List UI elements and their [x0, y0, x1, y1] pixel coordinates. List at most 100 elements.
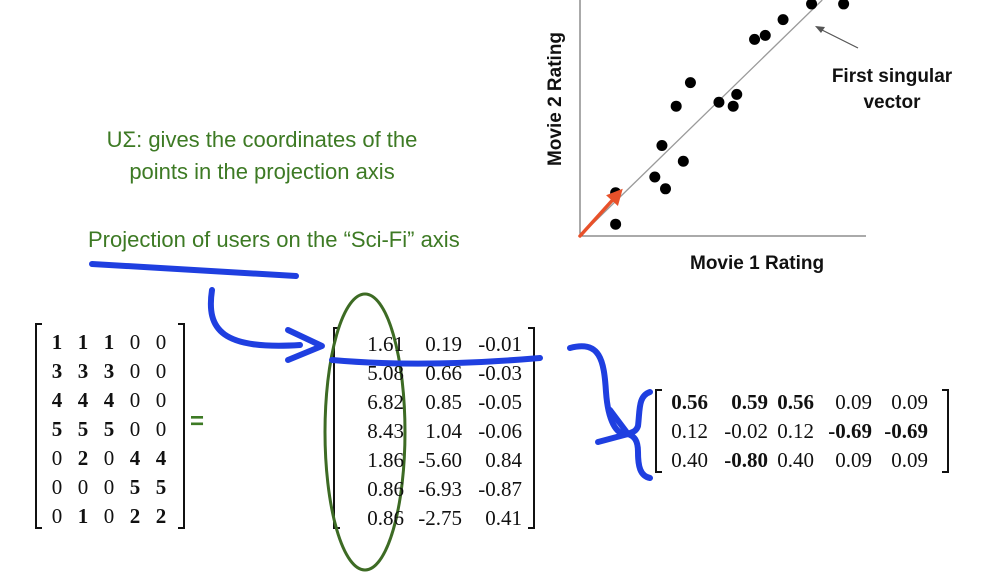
matrix-vt: 0.56 0.59 0.56 0.09 0.09 0.12 -0.02 0.12 -0.69 -0… — [664, 388, 928, 475]
matrix-cell: 5 — [103, 417, 115, 441]
matrix-cell: 0 — [51, 504, 63, 528]
matrix-cell: 3 — [103, 359, 115, 383]
projection-direction-arrowhead — [606, 188, 623, 207]
handwritten-annotations — [89, 261, 653, 481]
matrix-cell: -5.60 — [418, 448, 462, 472]
matrix-cell: 0.85 — [425, 390, 462, 414]
equals-sign: = — [190, 408, 205, 435]
matrix-cell: 0.84 — [485, 448, 522, 472]
matrix-cell: 0 — [155, 330, 167, 354]
matrix-cell: -0.05 — [478, 390, 522, 414]
matrix-row: 1.86 -5.60 0.84 — [342, 446, 522, 475]
matrix-cell: 3 — [77, 359, 89, 383]
matrix-row: 0.40 -0.80 0.40 0.09 0.09 — [664, 446, 928, 475]
callout-label-line1: First singular — [831, 66, 953, 87]
arrow-to-usigma-head — [285, 327, 325, 363]
matrix-cell: 0 — [129, 330, 141, 354]
matrix-cell: -0.03 — [478, 361, 522, 385]
projection-annotation: Projection of users on the “Sci-Fi” axis — [88, 227, 460, 252]
y-axis-label: Movie 2 Rating — [545, 31, 566, 167]
x-axis-label: Movie 1 Rating — [690, 253, 825, 274]
matrix-cell: 0.40 — [671, 448, 708, 472]
matrix-cell: 4 — [129, 446, 141, 470]
data-point — [677, 155, 689, 167]
matrix-row: 5.08 0.66 -0.03 — [342, 359, 522, 388]
data-point — [670, 100, 682, 112]
arrow-to-usigma — [207, 287, 303, 349]
matrix-cell: 0.41 — [485, 506, 522, 530]
projection-underline — [89, 261, 299, 279]
data-point — [838, 0, 850, 10]
matrix-cell: -0.69 — [828, 419, 872, 443]
matrix-cell: 1.61 — [367, 332, 404, 356]
matrix-cell: 6.82 — [367, 390, 404, 414]
matrix-cell: 1 — [77, 330, 89, 354]
data-point — [731, 88, 743, 100]
matrix-row: 1.61 0.19 -0.01 — [342, 330, 522, 359]
matrix-cell: 1.86 — [367, 448, 404, 472]
matrix-row: 6.82 0.85 -0.05 — [342, 388, 522, 417]
matrix-row: 0.86 -2.75 0.41 — [342, 504, 522, 533]
matrix-cell: 5 — [129, 475, 141, 499]
matrix-cell: 2 — [155, 504, 167, 528]
data-point — [806, 0, 818, 10]
matrix-cell: 4 — [155, 446, 167, 470]
data-point — [660, 183, 671, 195]
matrix-cell: 8.43 — [367, 419, 404, 443]
matrix-cell: 0 — [129, 388, 141, 412]
data-point — [759, 29, 771, 41]
matrix-cell: 4 — [77, 388, 89, 412]
matrix-cell: -0.06 — [478, 419, 522, 443]
usigma-annotation-line2: points in the projection axis — [129, 159, 395, 184]
matrix-cell: -0.02 — [724, 419, 768, 443]
matrix-cell: 0 — [129, 417, 141, 441]
data-point — [777, 14, 789, 26]
matrix-row: 0.56 0.59 0.56 0.09 0.09 — [664, 388, 928, 417]
matrix-cell: 3 — [51, 359, 63, 383]
matrix-cell: 0.66 — [425, 361, 462, 385]
matrix-cell: 0.09 — [891, 448, 928, 472]
matrix-cell: 0.19 — [425, 332, 462, 356]
data-point — [610, 218, 622, 230]
usigma-annotation: UΣ: gives the coordinates of the points … — [62, 124, 462, 188]
matrix-cell: 5 — [155, 475, 167, 499]
matrix-cell: 0.59 — [731, 390, 768, 414]
matrix-vt-brackets — [655, 389, 949, 473]
matrix-cell: 0.56 — [671, 390, 708, 414]
matrix-usigma: 1.61 0.19 -0.01 5.08 0.66 -0.03 6.82 0.85 -0.05 8… — [342, 330, 522, 533]
data-point — [649, 171, 661, 183]
matrix-row: 0.86 -6.93 -0.87 — [342, 475, 522, 504]
matrix-cell: 5 — [77, 417, 89, 441]
matrix-A-brackets — [35, 323, 185, 529]
scatter-chart — [578, 0, 866, 238]
data-point — [684, 77, 696, 89]
matrix-cell: 0.40 — [777, 448, 814, 472]
matrix-cell: 1.04 — [425, 419, 462, 443]
matrix-cell: 0.56 — [777, 390, 814, 414]
matrix-cell: 0.09 — [835, 448, 872, 472]
first-column-highlight-ellipse — [323, 292, 407, 572]
callout-label-line2: vector — [863, 92, 921, 113]
callout-arrow — [817, 27, 859, 49]
matrix-cell: 0.09 — [891, 390, 928, 414]
matrix-cell: 0 — [129, 359, 141, 383]
matrix-cell: 1 — [51, 330, 63, 354]
matrix-cell: 5 — [51, 417, 63, 441]
matrix-cell: 0 — [51, 475, 63, 499]
data-point — [713, 96, 725, 108]
callout-arrowhead — [815, 26, 825, 33]
matrix-cell: 0 — [103, 504, 115, 528]
matrix-cell: 0 — [103, 475, 115, 499]
matrix-cell: 0.12 — [671, 419, 708, 443]
usigma-annotation-line1: UΣ: gives the coordinates of the — [106, 127, 418, 152]
matrix-cell: -0.69 — [884, 419, 928, 443]
underline-first-row — [329, 355, 543, 367]
callout-label: First singular vector — [812, 64, 972, 116]
matrix-cell: 0.12 — [777, 419, 814, 443]
